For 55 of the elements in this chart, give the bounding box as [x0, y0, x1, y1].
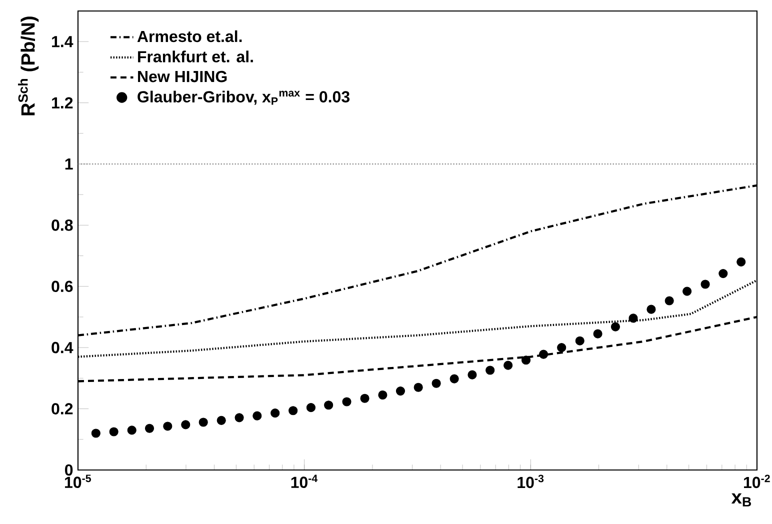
- y-tick-label: 0: [65, 464, 73, 476]
- point: [163, 422, 172, 431]
- y-tick-label: 0.4: [52, 342, 74, 354]
- point: [610, 322, 620, 332]
- legend-label: Glauber-Gribov, x$_{P}$$^{max}$ = 0.03: [138, 90, 350, 105]
- point: [396, 386, 406, 396]
- point: [181, 420, 190, 430]
- point: [127, 426, 136, 435]
- y-tick-label: 1.4: [52, 36, 74, 48]
- y-axis-title: R$^{Sch}$ (Pb/N): [18, 16, 39, 116]
- point: [521, 356, 531, 365]
- point: [486, 366, 495, 375]
- x-axis-title: x$_{B}$: [731, 493, 752, 506]
- x-tick-label: 10$^{-5}$: [65, 474, 91, 488]
- point: [91, 428, 100, 438]
- point: [270, 408, 280, 418]
- point: [700, 280, 710, 289]
- x-tick-label: 10$^{-3}$: [518, 474, 544, 488]
- point: [593, 329, 602, 338]
- point: [538, 350, 548, 359]
- point: [109, 427, 118, 436]
- point: [628, 314, 638, 323]
- point: [432, 378, 441, 388]
- point: [252, 411, 262, 420]
- point: [342, 397, 352, 406]
- point: [718, 269, 728, 278]
- point: [288, 406, 298, 416]
- point: [664, 296, 674, 306]
- point: [557, 343, 566, 352]
- y-tick-label: 0.2: [52, 403, 73, 414]
- point: [414, 382, 423, 392]
- y-tick-label: 0.6: [52, 280, 73, 292]
- point: [234, 413, 244, 422]
- y-tick-label: 1.2: [52, 97, 73, 108]
- point: [450, 374, 459, 384]
- point: [646, 304, 656, 314]
- point: [682, 286, 692, 296]
- point: [324, 400, 334, 410]
- point: [504, 360, 513, 370]
- point: [306, 403, 316, 412]
- y-tick-label: 1: [65, 158, 73, 170]
- point: [575, 336, 584, 346]
- point: [360, 394, 370, 403]
- point: [378, 390, 388, 400]
- y-tick-label: 0.8: [52, 220, 73, 231]
- point: [216, 416, 226, 425]
- point: [144, 424, 154, 433]
- x-tick-label: 10$^{-2}$: [744, 474, 770, 488]
- point: [198, 418, 208, 427]
- x-tick-label: 10$^{-4}$: [291, 474, 318, 488]
- point: [468, 370, 477, 380]
- point: [736, 257, 746, 266]
- legend-label: Frankfurt et. al.: [138, 50, 253, 62]
- legend-label: New HIJING: [138, 70, 227, 82]
- legend-label: Armesto et.al.: [137, 30, 242, 42]
